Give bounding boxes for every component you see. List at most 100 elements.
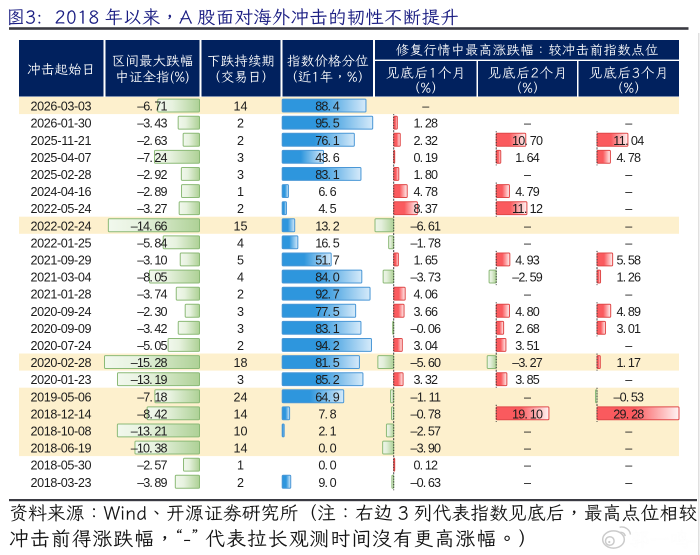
svg-text:4. 06: 4. 06 xyxy=(414,288,439,302)
svg-text:3. 32: 3. 32 xyxy=(414,373,439,387)
svg-text:10: 10 xyxy=(233,425,247,439)
svg-text:1. 65: 1. 65 xyxy=(414,253,439,267)
svg-text:–: – xyxy=(625,202,632,216)
svg-text:2025-04-07: 2025-04-07 xyxy=(31,151,92,165)
svg-text:2022-01-25: 2022-01-25 xyxy=(31,236,92,250)
svg-text:51. 7: 51. 7 xyxy=(315,253,340,267)
svg-text:–: – xyxy=(625,236,632,250)
svg-text:3. 01: 3. 01 xyxy=(617,322,642,336)
svg-text:11. 12: 11. 12 xyxy=(512,202,543,216)
svg-text:9. 0: 9. 0 xyxy=(318,476,336,490)
svg-text:–3. 10: –3. 10 xyxy=(137,253,167,267)
svg-text:–3. 27: –3. 27 xyxy=(512,356,543,370)
svg-text:–: – xyxy=(625,373,632,387)
svg-text:–: – xyxy=(625,476,632,490)
svg-text:83. 1: 83. 1 xyxy=(315,168,340,182)
svg-text:2021-01-28: 2021-01-28 xyxy=(31,288,92,302)
svg-text:2018-12-14: 2018-12-14 xyxy=(31,407,92,421)
svg-text:–0. 06: –0. 06 xyxy=(411,322,442,336)
svg-text:15: 15 xyxy=(233,219,247,233)
svg-text:2026-03-03: 2026-03-03 xyxy=(31,100,92,114)
svg-text:19. 10: 19. 10 xyxy=(512,407,543,421)
svg-text:95. 5: 95. 5 xyxy=(315,117,340,131)
svg-text:–0. 78: –0. 78 xyxy=(411,407,442,421)
svg-text:77. 5: 77. 5 xyxy=(315,305,340,319)
svg-text:2: 2 xyxy=(237,202,244,216)
svg-text:2022-05-24: 2022-05-24 xyxy=(31,202,92,216)
svg-text:–7. 18: –7. 18 xyxy=(137,390,167,404)
svg-text:4. 5: 4. 5 xyxy=(318,202,336,216)
svg-text:1: 1 xyxy=(237,185,244,199)
svg-text:2022-02-24: 2022-02-24 xyxy=(31,219,92,233)
svg-text:43. 6: 43. 6 xyxy=(315,151,340,165)
svg-text:2018-10-08: 2018-10-08 xyxy=(31,425,92,439)
svg-text:–: – xyxy=(625,459,632,473)
svg-text:2: 2 xyxy=(237,339,244,353)
svg-text:–: – xyxy=(524,476,531,490)
svg-text:–2. 59: –2. 59 xyxy=(512,271,543,285)
svg-text:–: – xyxy=(524,117,531,131)
svg-text:16. 5: 16. 5 xyxy=(315,236,340,250)
svg-text:–0. 63: –0. 63 xyxy=(411,476,442,490)
svg-text:2025-11-21: 2025-11-21 xyxy=(31,134,92,148)
svg-text:29. 28: 29. 28 xyxy=(613,407,644,421)
svg-text:–: – xyxy=(625,185,632,199)
svg-text:–3. 27: –3. 27 xyxy=(137,202,167,216)
svg-text:–3. 42: –3. 42 xyxy=(137,322,167,336)
svg-text:4. 78: 4. 78 xyxy=(414,185,439,199)
svg-text:–15. 28: –15. 28 xyxy=(131,356,168,370)
svg-text:–: – xyxy=(524,236,531,250)
svg-text:–0. 53: –0. 53 xyxy=(614,390,645,404)
svg-text:4: 4 xyxy=(237,236,244,250)
svg-text:–3. 43: –3. 43 xyxy=(137,117,167,131)
svg-text:4: 4 xyxy=(237,271,244,285)
svg-text:1. 80: 1. 80 xyxy=(414,168,439,182)
svg-text:2: 2 xyxy=(237,134,244,148)
svg-text:64. 9: 64. 9 xyxy=(315,390,340,404)
svg-text:92. 7: 92. 7 xyxy=(315,288,340,302)
svg-text:4. 93: 4. 93 xyxy=(515,253,540,267)
svg-text:14: 14 xyxy=(233,100,247,114)
svg-text:3. 85: 3. 85 xyxy=(515,373,540,387)
svg-text:–14. 66: –14. 66 xyxy=(131,219,168,233)
svg-text:5. 58: 5. 58 xyxy=(617,253,642,267)
svg-text:2. 32: 2. 32 xyxy=(414,134,439,148)
svg-text:–6. 61: –6. 61 xyxy=(411,219,442,233)
svg-text:2: 2 xyxy=(237,288,244,302)
svg-text:3: 3 xyxy=(237,168,244,182)
svg-text:3: 3 xyxy=(237,151,244,165)
svg-text:–: – xyxy=(524,288,531,302)
svg-text:7. 8: 7. 8 xyxy=(318,407,336,421)
svg-text:81. 5: 81. 5 xyxy=(315,356,340,370)
svg-text:2025-02-28: 2025-02-28 xyxy=(31,168,92,182)
svg-text:3. 66: 3. 66 xyxy=(414,305,439,319)
svg-text:–: – xyxy=(625,117,632,131)
svg-text:83. 1: 83. 1 xyxy=(315,322,340,336)
svg-text:3: 3 xyxy=(237,322,244,336)
svg-text:3: 3 xyxy=(237,373,244,387)
svg-text:2026-01-30: 2026-01-30 xyxy=(31,117,92,131)
svg-text:0. 0: 0. 0 xyxy=(318,459,336,473)
svg-text:–: – xyxy=(524,425,531,439)
svg-text:6. 6: 6. 6 xyxy=(318,185,336,199)
svg-text:–3. 74: –3. 74 xyxy=(137,288,167,302)
svg-text:–13. 21: –13. 21 xyxy=(131,425,168,439)
svg-text:2020-07-24: 2020-07-24 xyxy=(31,339,92,353)
svg-text:84. 0: 84. 0 xyxy=(315,271,340,285)
svg-text:5: 5 xyxy=(237,253,244,267)
svg-text:2021-03-04: 2021-03-04 xyxy=(31,271,92,285)
svg-text:–: – xyxy=(625,288,632,302)
svg-text:4. 80: 4. 80 xyxy=(515,305,540,319)
svg-text:–2. 92: –2. 92 xyxy=(137,168,167,182)
svg-text:88. 4: 88. 4 xyxy=(315,100,340,114)
svg-text:–: – xyxy=(524,442,531,456)
svg-text:1: 1 xyxy=(237,459,244,473)
svg-text:4. 79: 4. 79 xyxy=(515,185,540,199)
svg-text:–: – xyxy=(625,219,632,233)
svg-text:2: 2 xyxy=(237,476,244,490)
svg-text:3: 3 xyxy=(237,305,244,319)
svg-text:–8. 42: –8. 42 xyxy=(137,407,167,421)
svg-text:2. 1: 2. 1 xyxy=(318,425,336,439)
svg-text:2018-06-19: 2018-06-19 xyxy=(31,442,92,456)
svg-text:4. 89: 4. 89 xyxy=(617,305,642,319)
